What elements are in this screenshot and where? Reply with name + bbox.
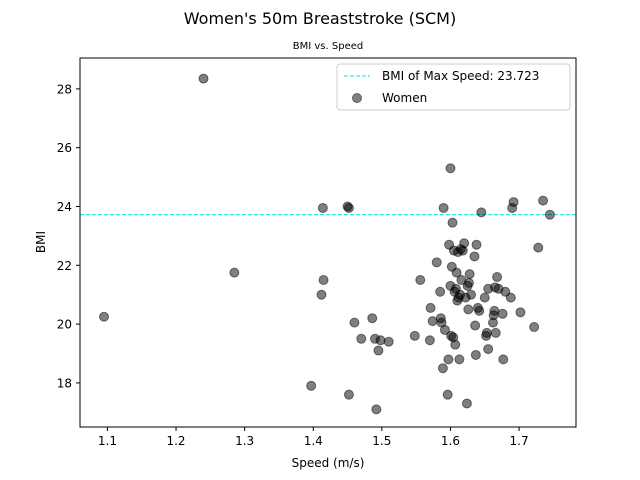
data-point	[499, 355, 508, 364]
data-point	[509, 198, 518, 207]
data-point	[425, 336, 434, 345]
data-point	[438, 364, 447, 373]
x-tick-label: 1.2	[166, 434, 185, 448]
legend-label-reference: BMI of Max Speed: 23.723	[382, 69, 539, 83]
legend-label-women: Women	[382, 91, 427, 105]
data-point	[530, 323, 539, 332]
data-point	[480, 293, 489, 302]
chart-title: Women's 50m Breaststroke (SCM)	[184, 9, 456, 28]
x-tick-label: 1.6	[441, 434, 460, 448]
data-point	[484, 345, 493, 354]
x-tick-label: 1.5	[372, 434, 391, 448]
data-point	[446, 164, 455, 173]
data-point	[428, 317, 437, 326]
data-point	[471, 321, 480, 330]
y-tick-label: 26	[57, 141, 72, 155]
data-point	[506, 293, 515, 302]
data-point	[491, 328, 500, 337]
data-point	[319, 275, 328, 284]
data-point	[464, 278, 473, 287]
y-tick-label: 22	[57, 259, 72, 273]
data-point	[444, 355, 453, 364]
data-point	[472, 240, 481, 249]
data-point	[410, 331, 419, 340]
data-point	[448, 218, 457, 227]
y-tick-label: 24	[57, 200, 72, 214]
data-point	[307, 381, 316, 390]
legend-point-marker	[353, 94, 362, 103]
data-point	[451, 340, 460, 349]
data-point	[350, 318, 359, 327]
data-point	[443, 390, 452, 399]
data-point	[439, 203, 448, 212]
data-point	[490, 306, 499, 315]
x-tick-label: 1.4	[304, 434, 323, 448]
data-point	[470, 252, 479, 261]
data-point	[230, 268, 239, 277]
y-tick-label: 20	[57, 318, 72, 332]
chart-subtitle: BMI vs. Speed	[293, 41, 363, 52]
data-point	[516, 308, 525, 317]
data-point	[477, 208, 486, 217]
x-axis-label: Speed (m/s)	[292, 456, 365, 470]
data-point	[344, 203, 353, 212]
data-point	[465, 270, 474, 279]
data-point	[372, 405, 381, 414]
data-point	[471, 350, 480, 359]
data-point	[199, 74, 208, 83]
data-point	[464, 305, 473, 314]
x-tick-label: 1.3	[235, 434, 254, 448]
data-point	[475, 306, 484, 315]
data-point	[368, 314, 377, 323]
y-axis-label: BMI	[34, 231, 48, 253]
data-point	[426, 303, 435, 312]
legend: BMI of Max Speed: 23.723 Women	[337, 64, 570, 110]
axes-background	[80, 58, 576, 427]
data-point	[493, 273, 502, 282]
data-point	[467, 290, 476, 299]
y-tick-label: 28	[57, 82, 72, 96]
data-point	[100, 312, 109, 321]
data-point	[534, 243, 543, 252]
data-point	[374, 346, 383, 355]
data-point	[344, 390, 353, 399]
plot-area	[80, 58, 576, 427]
data-point	[384, 337, 393, 346]
data-point	[317, 290, 326, 299]
data-point	[498, 309, 507, 318]
data-point	[318, 203, 327, 212]
data-point	[436, 287, 445, 296]
data-point	[416, 275, 425, 284]
x-tick-label: 1.1	[98, 434, 117, 448]
data-point	[482, 328, 491, 337]
data-point	[357, 334, 366, 343]
data-point	[432, 258, 441, 267]
data-point	[455, 355, 464, 364]
data-point	[376, 336, 385, 345]
data-point	[462, 399, 471, 408]
data-point	[460, 239, 469, 248]
data-point	[539, 196, 548, 205]
data-point	[545, 210, 554, 219]
x-tick-label: 1.7	[510, 434, 529, 448]
y-tick-label: 18	[57, 376, 72, 390]
